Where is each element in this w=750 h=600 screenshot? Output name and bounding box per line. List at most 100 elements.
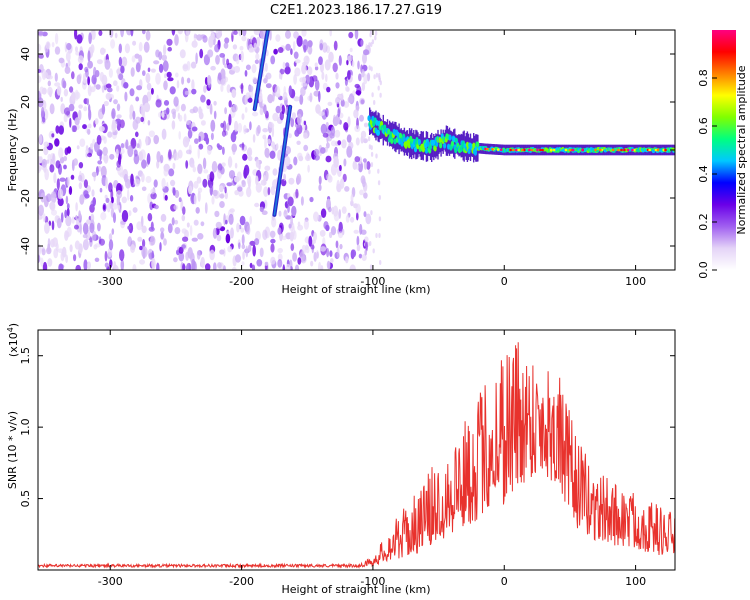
noise-blob <box>353 203 358 209</box>
noise-blob <box>210 132 214 141</box>
noise-blob <box>141 186 147 192</box>
snr-multiplier-label: (x104) <box>6 323 20 357</box>
noise-blob <box>73 254 77 262</box>
signal-band-cell <box>432 138 434 158</box>
noise-blob <box>133 149 138 157</box>
signal-hotspot <box>530 148 533 152</box>
noise-blob <box>82 234 88 239</box>
noise-blob <box>139 259 146 265</box>
signal-band-cell <box>375 110 377 141</box>
noise-blob <box>210 65 216 71</box>
noise-blob <box>145 72 151 84</box>
noise-blob <box>301 63 307 75</box>
noise-blob <box>354 30 359 40</box>
noise-blob <box>239 215 246 226</box>
noise-blob <box>110 39 116 49</box>
noise-blob <box>114 32 118 39</box>
noise-blob <box>223 42 229 49</box>
noise-blob <box>369 264 373 270</box>
noise-blob <box>75 202 78 212</box>
noise-blob <box>222 120 227 133</box>
signal-core <box>371 115 375 122</box>
noise-blob <box>182 136 190 148</box>
noise-blob <box>181 214 186 222</box>
noise-blob <box>197 187 203 193</box>
noise-blob <box>132 110 136 121</box>
noise-blob <box>379 92 382 98</box>
noise-blob <box>192 166 196 173</box>
noise-blob <box>149 201 154 211</box>
noise-blob <box>233 65 241 73</box>
noise-blob <box>269 30 272 41</box>
signal-band-cell <box>419 134 421 157</box>
noise-blob <box>171 108 177 115</box>
noise-blob <box>242 153 248 161</box>
noise-blob <box>248 85 254 93</box>
noise-blob <box>220 78 227 86</box>
noise-blob <box>217 72 222 81</box>
noise-blob <box>332 205 339 217</box>
noise-blob <box>335 97 341 105</box>
noise-blob <box>363 211 367 218</box>
noise-blob <box>106 83 112 89</box>
noise-blob <box>203 169 209 174</box>
signal-core <box>433 145 437 152</box>
noise-blob <box>82 222 89 235</box>
noise-blob <box>337 231 344 239</box>
noise-blob <box>209 171 215 182</box>
signal-core <box>476 141 480 148</box>
noise-blob <box>172 162 176 170</box>
noise-blob <box>318 111 325 117</box>
noise-blob <box>361 68 365 78</box>
colorbar-tick-label: 0.8 <box>697 69 710 87</box>
noise-blob <box>372 248 375 254</box>
signal-band-cell <box>449 130 452 154</box>
noise-blob <box>234 190 239 196</box>
noise-blob <box>188 185 193 195</box>
noise-blob <box>265 170 269 182</box>
noise-blob <box>241 142 245 151</box>
noise-blob <box>275 143 279 150</box>
noise-blob <box>355 137 360 146</box>
noise-blob <box>360 229 367 235</box>
noise-blob <box>273 48 278 55</box>
noise-blob <box>89 236 93 248</box>
noise-blob <box>159 242 162 252</box>
noise-blob <box>225 233 231 244</box>
noise-blob <box>282 61 286 69</box>
noise-blob <box>224 37 230 44</box>
noise-blob <box>360 39 364 47</box>
noise-blob <box>245 92 250 99</box>
signal-band-cell <box>448 127 451 156</box>
noise-blob <box>211 161 218 173</box>
signal-hotspot <box>581 148 584 152</box>
noise-blob <box>167 46 172 52</box>
noise-blob <box>142 30 146 35</box>
noise-blob <box>105 92 112 100</box>
noise-blob <box>71 91 76 102</box>
noise-blob <box>308 235 313 247</box>
x-tick-label: -200 <box>229 575 254 588</box>
noise-blob <box>100 212 107 221</box>
streak-core <box>253 30 269 110</box>
noise-blob <box>87 152 93 158</box>
noise-blob <box>84 66 89 73</box>
noise-blob <box>209 103 213 115</box>
signal-core <box>383 124 387 131</box>
noise-blob <box>270 55 276 65</box>
noise-blob <box>365 213 372 225</box>
colorbar-tick-label: 0.6 <box>697 117 710 135</box>
noise-blob <box>256 36 261 48</box>
noise-blob <box>326 247 330 258</box>
noise-blob <box>98 238 105 246</box>
noise-blob <box>69 244 73 253</box>
noise-blob <box>47 238 51 248</box>
noise-blob <box>245 245 249 258</box>
noise-blob <box>366 161 371 170</box>
noise-blob <box>262 128 269 133</box>
noise-blob <box>217 262 222 269</box>
noise-blob <box>103 100 109 107</box>
noise-blob <box>335 72 339 80</box>
noise-blob <box>242 251 245 260</box>
y-tick-label: 0.5 <box>19 490 32 508</box>
